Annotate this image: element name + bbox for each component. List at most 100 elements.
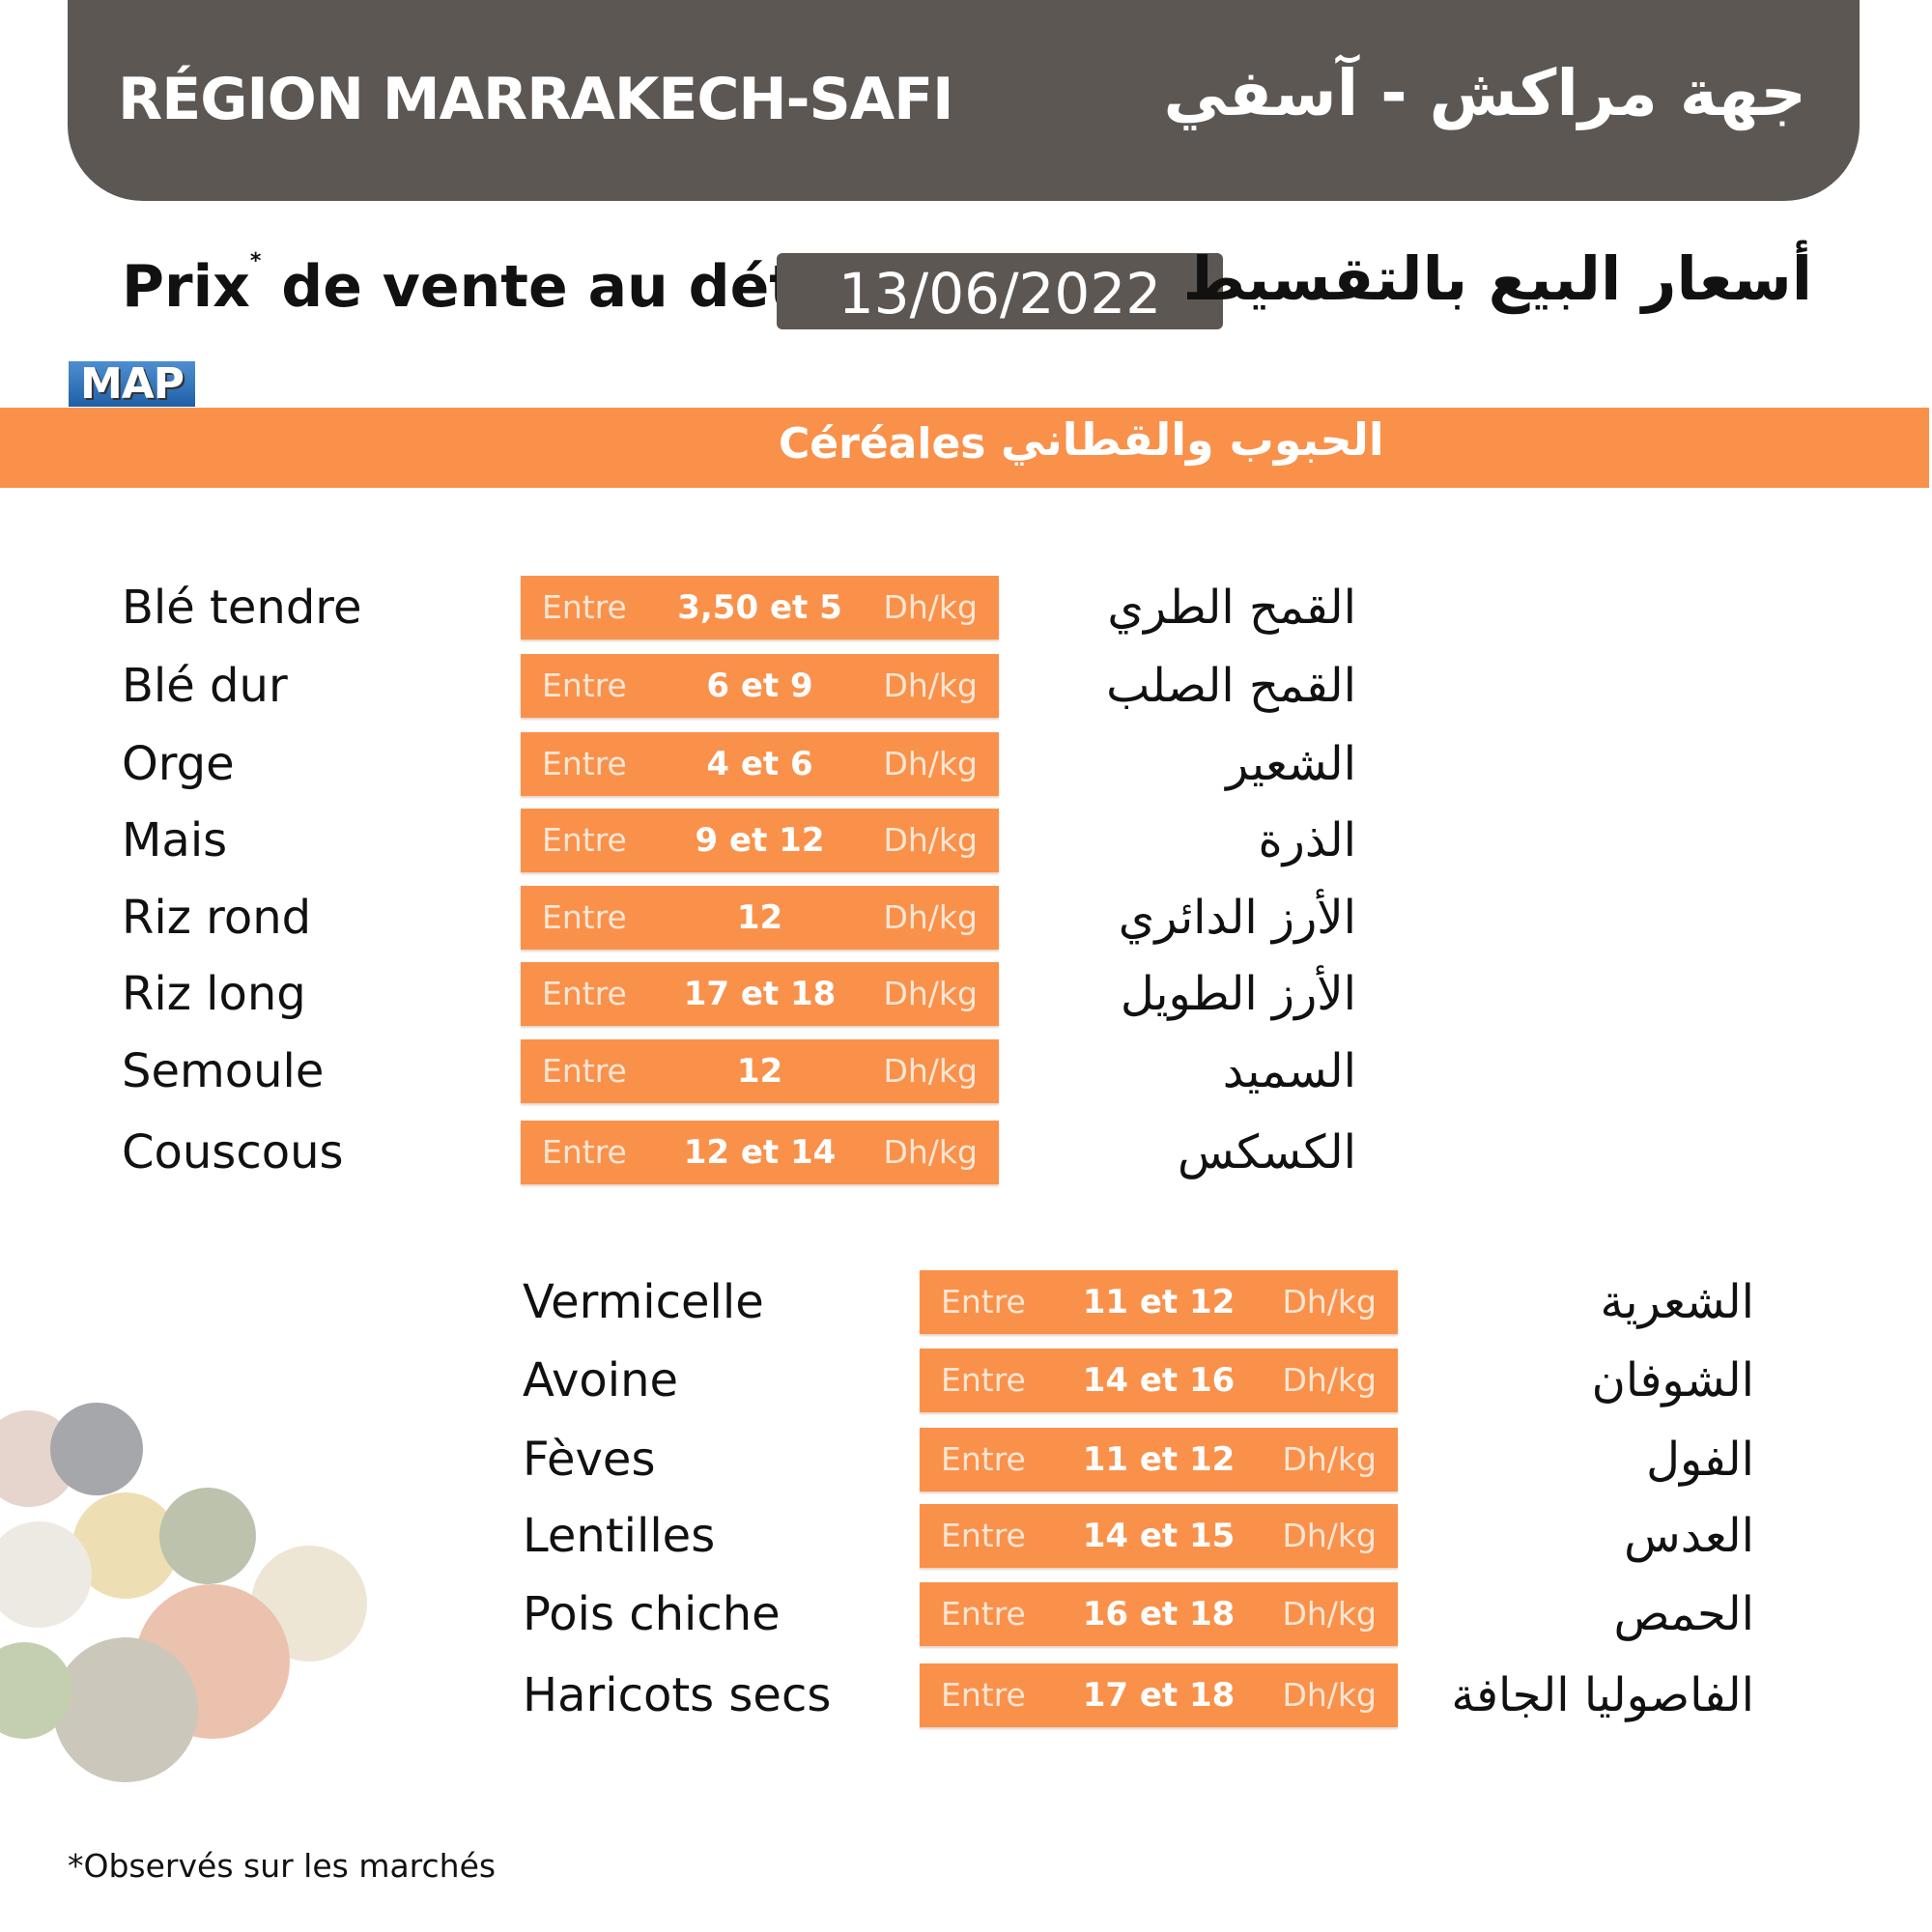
page-title-fr: Prix* de vente au détail	[122, 249, 876, 321]
price-row: Avoine Entre 14 et 16 Dh/kg الشوفان	[0, 1349, 1932, 1412]
price-range: 11 et 12	[1082, 1283, 1236, 1321]
region-title-fr: RÉGION MARRAKECH-SAFI	[118, 66, 953, 133]
product-name-ar: العدس	[1624, 1509, 1754, 1563]
title-prix: Prix	[122, 253, 250, 321]
price-range: 12	[736, 1052, 783, 1091]
price-box: Entre 11 et 12 Dh/kg	[920, 1428, 1398, 1492]
entre-label: Entre	[941, 1676, 1026, 1714]
product-name-fr: Mais	[122, 813, 228, 867]
price-range: 17 et 18	[683, 975, 837, 1013]
product-name-fr: Avoine	[523, 1353, 679, 1407]
product-name-fr: Blé tendre	[122, 581, 362, 635]
unit-label: Dh/kg	[883, 667, 978, 704]
product-name-fr: Pois chiche	[523, 1587, 781, 1641]
unit-label: Dh/kg	[883, 821, 978, 859]
entre-label: Entre	[941, 1517, 1026, 1554]
category-ar: الحبوب والقطاني	[1001, 413, 1384, 466]
product-name-ar: الأرز الطويل	[1120, 967, 1356, 1021]
price-range: 4 et 6	[706, 745, 813, 783]
price-box: Entre 3,50 et 5 Dh/kg	[521, 576, 999, 639]
price-range: 12 et 14	[683, 1133, 837, 1172]
product-name-fr: Riz long	[122, 967, 306, 1021]
price-range: 14 et 15	[1082, 1517, 1236, 1555]
entre-label: Entre	[941, 1361, 1026, 1399]
date-badge: 13/06/2022	[777, 253, 1223, 329]
entre-label: Entre	[542, 667, 627, 704]
product-name-fr: Blé dur	[122, 659, 288, 713]
product-name-ar: الفول	[1646, 1433, 1754, 1487]
price-box: Entre 17 et 18 Dh/kg	[521, 962, 999, 1026]
unit-label: Dh/kg	[883, 745, 978, 782]
price-range: 14 et 16	[1082, 1361, 1236, 1400]
unit-label: Dh/kg	[1282, 1440, 1377, 1478]
unit-label: Dh/kg	[1282, 1517, 1377, 1554]
price-row: Lentilles Entre 14 et 15 Dh/kg العدس	[0, 1504, 1932, 1568]
entre-label: Entre	[941, 1283, 1026, 1321]
entre-label: Entre	[941, 1440, 1026, 1478]
price-box: Entre 4 et 6 Dh/kg	[521, 732, 999, 796]
unit-label: Dh/kg	[883, 898, 978, 936]
unit-label: Dh/kg	[1282, 1283, 1377, 1321]
price-row: Riz long Entre 17 et 18 Dh/kg الأرز الطويل	[0, 962, 1932, 1026]
product-name-fr: Fèves	[523, 1433, 656, 1487]
price-row: Haricots secs Entre 17 et 18 Dh/kg الفاصوليا…	[0, 1663, 1932, 1727]
entre-label: Entre	[941, 1595, 1026, 1633]
entre-label: Entre	[542, 898, 627, 936]
product-name-fr: Lentilles	[523, 1509, 716, 1563]
map-logo: MAP	[69, 361, 195, 408]
product-name-fr: Orge	[122, 737, 235, 791]
unit-label: Dh/kg	[1282, 1676, 1377, 1714]
unit-label: Dh/kg	[1282, 1361, 1377, 1399]
price-row: Vermicelle Entre 11 et 12 Dh/kg الشعرية	[0, 1270, 1932, 1334]
price-row: Pois chiche Entre 16 et 18 Dh/kg الحمص	[0, 1582, 1932, 1646]
product-name-ar: الشعير	[1226, 737, 1356, 791]
legumes-image	[0, 1403, 367, 1782]
page-title-ar: أسعار البيع بالتقسيط	[1182, 243, 1812, 314]
entre-label: Entre	[542, 1133, 627, 1171]
product-name-ar: الكسكس	[1178, 1125, 1356, 1179]
price-range: 16 et 18	[1082, 1595, 1236, 1634]
price-range: 12	[736, 898, 783, 937]
unit-label: Dh/kg	[883, 1052, 978, 1090]
product-name-ar: الشعرية	[1600, 1275, 1754, 1329]
product-name-ar: الشوفان	[1591, 1353, 1754, 1407]
price-row: Fèves Entre 11 et 12 Dh/kg الفول	[0, 1428, 1932, 1492]
price-box: Entre 14 et 15 Dh/kg	[920, 1504, 1398, 1568]
price-box: Entre 9 et 12 Dh/kg	[521, 809, 999, 872]
price-row: Couscous Entre 12 et 14 Dh/kg الكسكس	[0, 1121, 1932, 1184]
price-box: Entre 11 et 12 Dh/kg	[920, 1270, 1398, 1334]
unit-label: Dh/kg	[883, 588, 978, 626]
product-name-fr: Riz rond	[122, 891, 312, 945]
product-name-fr: Semoule	[122, 1044, 325, 1098]
price-row: Orge Entre 4 et 6 Dh/kg الشعير	[0, 732, 1932, 796]
footnote: *Observés sur les marchés	[68, 1847, 497, 1885]
product-name-fr: Couscous	[122, 1125, 344, 1179]
price-range: 3,50 et 5	[677, 588, 842, 627]
price-box: Entre 12 Dh/kg	[521, 886, 999, 950]
price-box: Entre 17 et 18 Dh/kg	[920, 1663, 1398, 1727]
entre-label: Entre	[542, 1052, 627, 1090]
price-range: 6 et 9	[706, 667, 813, 705]
entre-label: Entre	[542, 745, 627, 782]
product-name-ar: القمح الطري	[1107, 581, 1356, 635]
region-header: RÉGION MARRAKECH-SAFI جهة مراكش - آسفي	[68, 0, 1860, 201]
product-name-ar: الفاصوليا الجافة	[1451, 1668, 1754, 1722]
product-name-fr: Vermicelle	[523, 1275, 764, 1329]
price-box: Entre 16 et 18 Dh/kg	[920, 1582, 1398, 1646]
footnote-mark: *	[249, 249, 262, 273]
entre-label: Entre	[542, 821, 627, 859]
product-name-ar: السميد	[1222, 1044, 1356, 1098]
product-name-ar: الأرز الدائري	[1118, 891, 1356, 945]
category-fr: Céréales	[779, 419, 986, 469]
category-banner: Céréales الحبوب والقطاني	[0, 408, 1929, 488]
price-row: Blé tendre Entre 3,50 et 5 Dh/kg القمح الطري	[0, 576, 1932, 639]
price-range: 9 et 12	[695, 821, 825, 860]
product-name-ar: الذرة	[1258, 813, 1356, 867]
product-name-ar: القمح الصلب	[1106, 659, 1356, 713]
entre-label: Entre	[542, 975, 627, 1012]
price-row: Riz rond Entre 12 Dh/kg الأرز الدائري	[0, 886, 1932, 950]
product-name-ar: الحمص	[1613, 1587, 1755, 1641]
price-box: Entre 6 et 9 Dh/kg	[521, 654, 999, 718]
unit-label: Dh/kg	[1282, 1595, 1377, 1633]
price-range: 11 et 12	[1082, 1440, 1236, 1479]
